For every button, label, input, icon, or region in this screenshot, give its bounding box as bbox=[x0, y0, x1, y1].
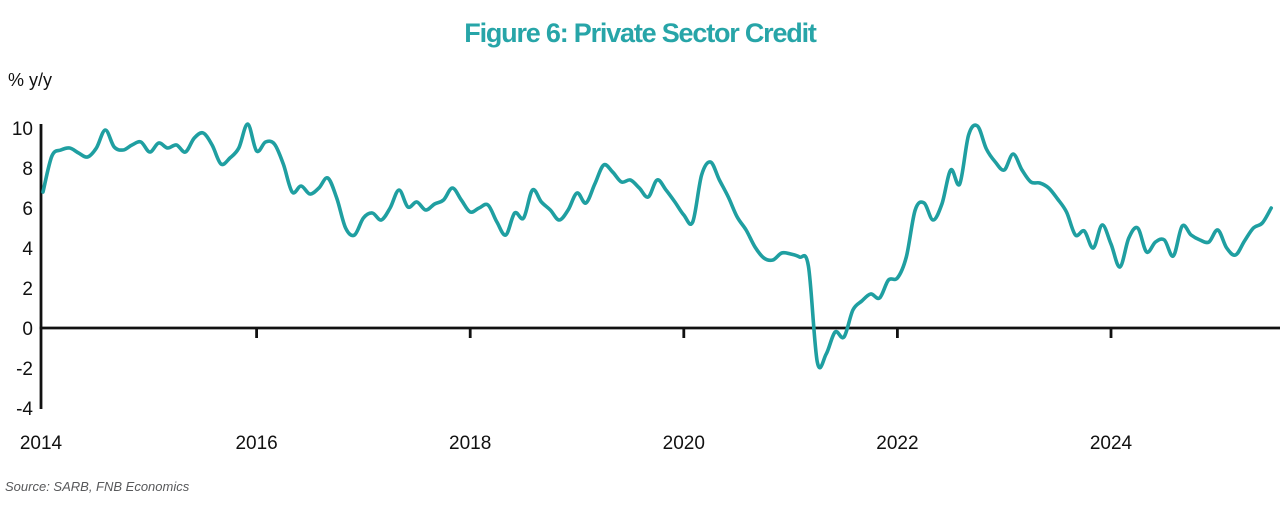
credit-line-path bbox=[41, 122, 1273, 370]
x-tick-label: 2020 bbox=[663, 433, 705, 454]
y-tick-label: 10 bbox=[12, 119, 33, 140]
x-tick-label: 2022 bbox=[876, 433, 918, 454]
y-tick-label: 6 bbox=[22, 199, 33, 220]
y-tick-label: -4 bbox=[16, 399, 33, 420]
y-tick-label: 0 bbox=[22, 319, 33, 340]
x-axis-tick-labels: 2014 2016 2018 2020 2022 2024 bbox=[20, 433, 1133, 454]
figure-title: Figure 6: Private Sector Credit bbox=[464, 18, 817, 48]
x-tick-label: 2016 bbox=[235, 433, 277, 454]
x-tick-label: 2024 bbox=[1090, 433, 1133, 454]
x-tick-label: 2018 bbox=[449, 433, 491, 454]
x-tick-label: 2014 bbox=[20, 433, 63, 454]
y-tick-label: -2 bbox=[16, 359, 33, 380]
y-tick-label: 2 bbox=[22, 279, 33, 300]
x-axis-tick-marks bbox=[255, 328, 1113, 338]
y-tick-label: 4 bbox=[22, 239, 33, 260]
y-axis-unit-label: % y/y bbox=[8, 70, 52, 90]
y-tick-label: 8 bbox=[22, 159, 33, 180]
y-axis-tick-labels: 10 8 6 4 2 0 -2 -4 bbox=[12, 119, 34, 420]
source-note: Source: SARB, FNB Economics bbox=[5, 479, 190, 494]
